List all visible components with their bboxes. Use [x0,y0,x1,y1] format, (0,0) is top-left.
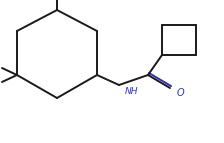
Text: NH: NH [125,87,138,96]
Text: O: O [177,88,185,98]
